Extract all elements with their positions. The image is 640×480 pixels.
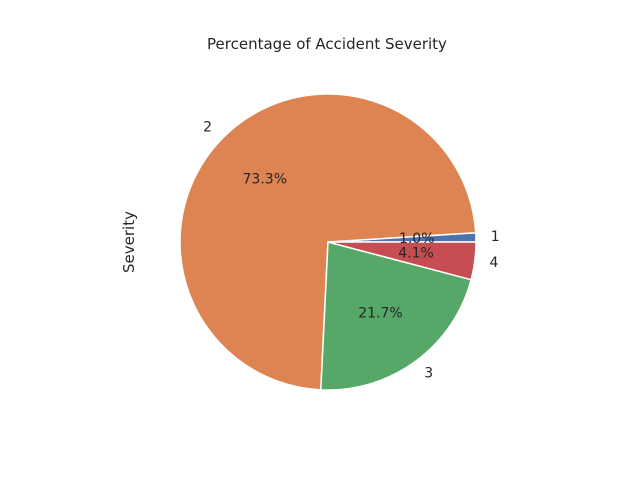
chart-title: Percentage of Accident Severity xyxy=(207,35,447,53)
pie-slice-4 xyxy=(327,241,477,281)
slice-label-2: 2 xyxy=(203,120,212,136)
pct-label-4: 4.1% xyxy=(398,245,434,261)
slice-label-3: 3 xyxy=(424,365,433,381)
slice-label-1: 1 xyxy=(491,229,500,245)
slice-label-4: 4 xyxy=(489,255,498,271)
pie-slice-3 xyxy=(320,241,472,391)
pct-label-3: 21.7% xyxy=(358,306,402,322)
pct-label-1: 1.0% xyxy=(399,231,435,247)
pct-label-2: 73.3% xyxy=(243,172,287,188)
